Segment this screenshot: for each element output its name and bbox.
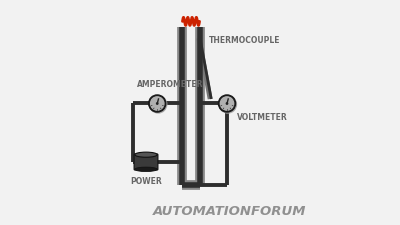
Circle shape	[156, 103, 158, 104]
Text: VOLTMETER: VOLTMETER	[237, 112, 288, 122]
Text: POWER: POWER	[130, 177, 162, 186]
Ellipse shape	[135, 167, 157, 171]
Circle shape	[149, 95, 166, 112]
Text: AUTOMATIONFORUM: AUTOMATIONFORUM	[152, 205, 306, 218]
Circle shape	[226, 103, 228, 104]
Circle shape	[220, 97, 234, 110]
Circle shape	[219, 96, 236, 113]
Text: AMPEROMETER: AMPEROMETER	[137, 80, 204, 89]
Circle shape	[150, 96, 167, 113]
Circle shape	[150, 97, 164, 110]
Circle shape	[218, 95, 236, 112]
FancyBboxPatch shape	[134, 154, 158, 170]
Text: THERMOCOUPLE: THERMOCOUPLE	[209, 36, 280, 45]
Ellipse shape	[135, 152, 157, 157]
